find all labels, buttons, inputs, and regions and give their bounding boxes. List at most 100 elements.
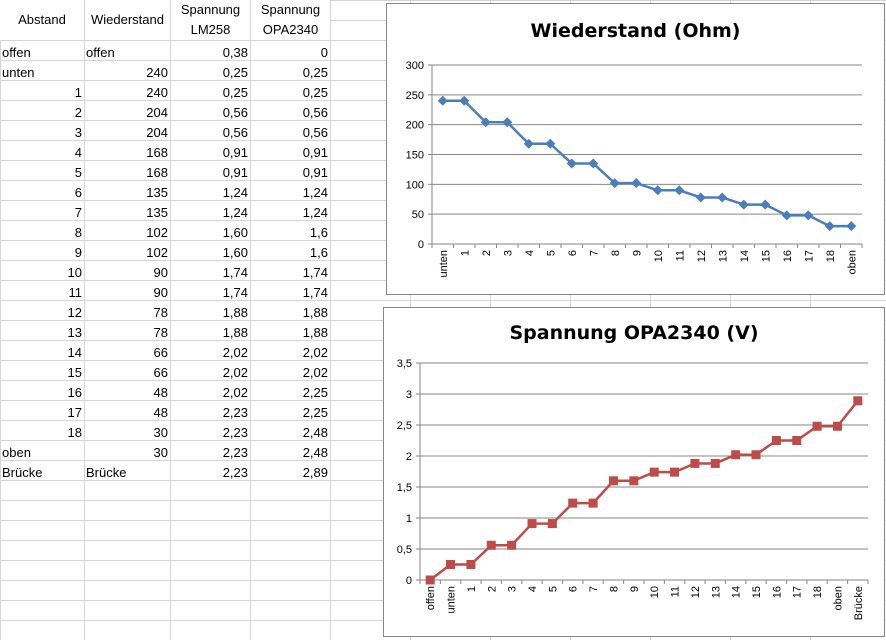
cell-spannung-lm258[interactable]: 1,24 bbox=[222, 205, 248, 220]
cell-spannung-lm258[interactable]: 0,56 bbox=[222, 125, 248, 140]
cell-wiederstand[interactable]: 204 bbox=[146, 125, 168, 140]
cell-spannung-lm258[interactable]: 1,24 bbox=[222, 185, 248, 200]
cell-abstand[interactable]: 17 bbox=[67, 405, 82, 420]
cell-spannung-lm258[interactable]: 1,88 bbox=[222, 305, 248, 320]
cell-spannung-lm258[interactable]: 0,25 bbox=[222, 85, 248, 100]
cell-spannung-lm258[interactable]: 0,91 bbox=[222, 165, 248, 180]
cell-abstand[interactable]: 2 bbox=[74, 105, 82, 120]
cell-spannung-lm258[interactable]: 0,38 bbox=[222, 45, 248, 60]
cell-wiederstand[interactable]: 90 bbox=[153, 285, 168, 300]
cell-spannung-lm258[interactable]: 2,23 bbox=[222, 465, 248, 480]
cell-spannung-opa2340[interactable]: 2,89 bbox=[302, 465, 328, 480]
cell-abstand[interactable]: 15 bbox=[67, 365, 82, 380]
cell-abstand[interactable]: 4 bbox=[74, 145, 82, 160]
header-wiederstand[interactable]: Wiederstand bbox=[85, 0, 170, 40]
cell-wiederstand[interactable]: 135 bbox=[146, 185, 168, 200]
cell-wiederstand[interactable]: Brücke bbox=[86, 465, 127, 480]
cell-abstand[interactable]: offen bbox=[2, 45, 31, 60]
cell-spannung-lm258[interactable]: 2,23 bbox=[222, 445, 248, 460]
chart-wiederstand[interactable]: Wiederstand (Ohm) 0 50 100 150 200 250 300 unte… bbox=[386, 3, 885, 295]
chart-spannung-opa2340[interactable]: Spannung OPA2340 (V) 0 0,5 1 1,5 2 2,5 3 3,5 off… bbox=[383, 307, 885, 637]
cell-spannung-lm258[interactable]: 1,74 bbox=[222, 265, 248, 280]
cell-wiederstand[interactable]: 66 bbox=[153, 345, 168, 360]
cell-spannung-opa2340[interactable]: 0,25 bbox=[302, 85, 328, 100]
cell-abstand[interactable]: 18 bbox=[67, 425, 82, 440]
x-tick-label: 12 bbox=[690, 586, 702, 598]
cell-spannung-lm258[interactable]: 1,60 bbox=[222, 245, 248, 260]
cell-spannung-lm258[interactable]: 2,23 bbox=[222, 425, 248, 440]
cell-abstand[interactable]: oben bbox=[2, 445, 31, 460]
cell-abstand[interactable]: unten bbox=[2, 65, 35, 80]
cell-abstand[interactable]: 14 bbox=[67, 345, 82, 360]
cell-spannung-opa2340[interactable]: 0,56 bbox=[302, 125, 328, 140]
cell-wiederstand[interactable]: 78 bbox=[153, 305, 168, 320]
header-spannung-lm258[interactable]: Spannung LM258 bbox=[171, 0, 250, 40]
cell-spannung-opa2340[interactable]: 0,91 bbox=[302, 145, 328, 160]
cell-abstand[interactable]: 11 bbox=[68, 285, 83, 300]
cell-wiederstand[interactable]: 90 bbox=[153, 265, 168, 280]
table-row: 2 204 0,56 0,56 bbox=[0, 103, 886, 123]
cell-spannung-opa2340[interactable]: 2,48 bbox=[302, 445, 328, 460]
cell-spannung-lm258[interactable]: 2,23 bbox=[222, 405, 248, 420]
cell-abstand[interactable]: 10 bbox=[67, 265, 82, 280]
cell-spannung-opa2340[interactable]: 1,74 bbox=[302, 265, 328, 280]
cell-wiederstand[interactable]: 240 bbox=[146, 85, 168, 100]
cell-spannung-opa2340[interactable]: 0 bbox=[320, 45, 328, 60]
header-abstand[interactable]: Abstand bbox=[0, 0, 84, 40]
cell-spannung-opa2340[interactable]: 2,25 bbox=[302, 405, 328, 420]
x-tick-label: 15 bbox=[760, 250, 772, 262]
cell-abstand[interactable]: 9 bbox=[74, 245, 82, 260]
cell-abstand[interactable]: 6 bbox=[74, 185, 82, 200]
cell-abstand[interactable]: 13 bbox=[67, 325, 82, 340]
cell-wiederstand[interactable]: 102 bbox=[146, 225, 168, 240]
cell-spannung-lm258[interactable]: 2,02 bbox=[222, 385, 248, 400]
cell-spannung-opa2340[interactable]: 1,24 bbox=[302, 205, 328, 220]
cell-spannung-lm258[interactable]: 0,91 bbox=[222, 145, 248, 160]
cell-spannung-lm258[interactable]: 0,25 bbox=[222, 65, 248, 80]
cell-spannung-opa2340[interactable]: 0,91 bbox=[302, 165, 328, 180]
cell-spannung-lm258[interactable]: 0,56 bbox=[222, 105, 248, 120]
cell-wiederstand[interactable]: 102 bbox=[146, 245, 168, 260]
cell-spannung-lm258[interactable]: 2,02 bbox=[222, 365, 248, 380]
cell-spannung-lm258[interactable]: 2,02 bbox=[222, 345, 248, 360]
cell-spannung-opa2340[interactable]: 2,48 bbox=[302, 425, 328, 440]
cell-spannung-opa2340[interactable]: 2,02 bbox=[302, 365, 328, 380]
cell-abstand[interactable]: 7 bbox=[74, 205, 82, 220]
cell-spannung-opa2340[interactable]: 2,02 bbox=[302, 345, 328, 360]
cell-abstand[interactable]: 16 bbox=[67, 385, 82, 400]
cell-abstand[interactable]: 1 bbox=[74, 85, 82, 100]
cell-spannung-lm258[interactable]: 1,88 bbox=[222, 325, 248, 340]
data-point bbox=[629, 476, 639, 486]
cell-wiederstand[interactable]: 240 bbox=[146, 65, 168, 80]
cell-spannung-opa2340[interactable]: 1,6 bbox=[309, 225, 328, 240]
cell-abstand[interactable]: Brücke bbox=[2, 465, 43, 480]
data-point bbox=[670, 467, 680, 477]
cell-abstand[interactable]: 12 bbox=[67, 305, 82, 320]
cell-wiederstand[interactable]: 48 bbox=[153, 405, 168, 420]
x-tick-label: oben bbox=[846, 250, 858, 274]
cell-spannung-opa2340[interactable]: 0,56 bbox=[302, 105, 328, 120]
cell-abstand[interactable]: 3 bbox=[74, 125, 82, 140]
cell-wiederstand[interactable]: 168 bbox=[146, 165, 168, 180]
cell-wiederstand[interactable]: offen bbox=[86, 45, 115, 60]
cell-spannung-opa2340[interactable]: 0,25 bbox=[302, 65, 328, 80]
cell-spannung-opa2340[interactable]: 1,88 bbox=[302, 305, 328, 320]
cell-spannung-opa2340[interactable]: 1,24 bbox=[302, 185, 328, 200]
header-spannung-opa2340[interactable]: Spannung OPA2340 bbox=[251, 0, 330, 40]
cell-wiederstand[interactable]: 135 bbox=[146, 205, 168, 220]
cell-wiederstand[interactable]: 66 bbox=[153, 365, 168, 380]
cell-wiederstand[interactable]: 168 bbox=[146, 145, 168, 160]
cell-wiederstand[interactable]: 204 bbox=[146, 105, 168, 120]
cell-wiederstand[interactable]: 30 bbox=[153, 425, 168, 440]
cell-spannung-opa2340[interactable]: 2,25 bbox=[302, 385, 328, 400]
cell-spannung-opa2340[interactable]: 1,74 bbox=[302, 285, 328, 300]
cell-wiederstand[interactable]: 78 bbox=[153, 325, 168, 340]
cell-abstand[interactable]: 5 bbox=[74, 165, 82, 180]
cell-spannung-opa2340[interactable]: 1,88 bbox=[302, 325, 328, 340]
cell-wiederstand[interactable]: 48 bbox=[153, 385, 168, 400]
cell-spannung-lm258[interactable]: 1,74 bbox=[222, 285, 248, 300]
cell-abstand[interactable]: 8 bbox=[74, 225, 82, 240]
cell-spannung-lm258[interactable]: 1,60 bbox=[222, 225, 248, 240]
cell-wiederstand[interactable]: 30 bbox=[153, 445, 168, 460]
cell-spannung-opa2340[interactable]: 1,6 bbox=[309, 245, 328, 260]
